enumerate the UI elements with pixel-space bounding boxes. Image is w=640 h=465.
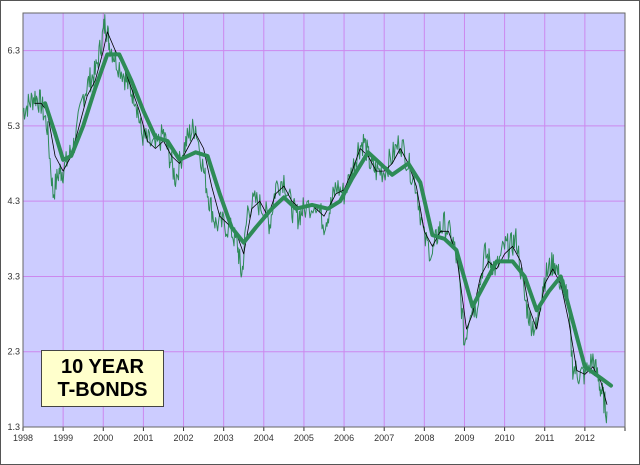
- x-tick-label: 1999: [53, 433, 73, 443]
- x-tick-label: 2000: [93, 433, 113, 443]
- chart-annotation-box: 10 YEAR T-BONDS: [41, 350, 164, 407]
- x-tick-label: 2005: [294, 433, 314, 443]
- x-tick-label: 2004: [254, 433, 274, 443]
- x-tick-label: 2003: [214, 433, 234, 443]
- x-tick-label: 2009: [454, 433, 474, 443]
- y-tick-label: 5.3: [7, 121, 20, 131]
- y-tick-label: 6.3: [7, 46, 20, 56]
- y-tick-label: 1.3: [7, 422, 20, 432]
- x-tick-label: 2008: [414, 433, 434, 443]
- x-tick-label: 2006: [334, 433, 354, 443]
- x-tick-label: 2012: [575, 433, 595, 443]
- annotation-line1: 10 YEAR: [60, 355, 144, 378]
- series-thick-green: [43, 52, 613, 388]
- x-tick-label: 1998: [13, 433, 33, 443]
- x-tick-label: 2010: [495, 433, 515, 443]
- plot-border: [22, 12, 626, 428]
- series-thin-green: [22, 14, 608, 424]
- x-tick-label: 2001: [133, 433, 153, 443]
- y-tick-label: 3.3: [7, 271, 20, 281]
- y-tick-label: 2.3: [7, 347, 20, 357]
- x-tick-label: 2002: [174, 433, 194, 443]
- x-tick-label: 2011: [535, 433, 554, 443]
- y-tick-label: 4.3: [7, 196, 20, 206]
- annotation-line2: T-BONDS: [57, 378, 148, 401]
- x-tick-label: 2007: [374, 433, 394, 443]
